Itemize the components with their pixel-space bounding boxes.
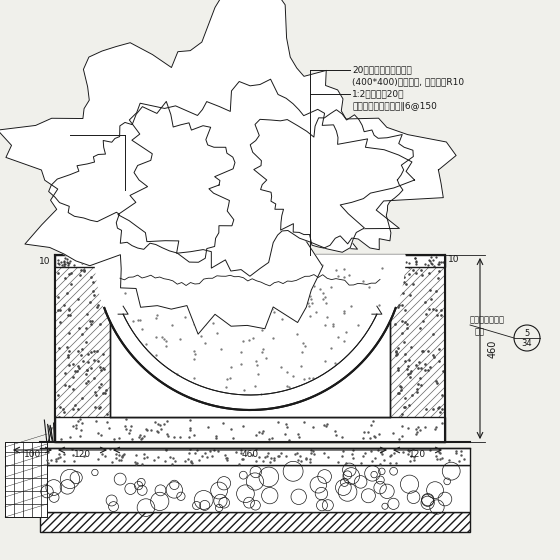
Bar <box>55 255 445 442</box>
Bar <box>55 255 445 267</box>
Text: 460: 460 <box>488 339 498 358</box>
Text: 460: 460 <box>241 450 259 459</box>
Text: (400*400)无缝拼接, 过缝倒角R10: (400*400)无缝拼接, 过缝倒角R10 <box>352 77 464 86</box>
Polygon shape <box>49 101 235 262</box>
Polygon shape <box>250 110 413 250</box>
Text: 广场铺装结构层: 广场铺装结构层 <box>470 315 505 324</box>
Text: 现浇钉筋混凝土内配‖6@150: 现浇钉筋混凝土内配‖6@150 <box>352 101 437 110</box>
Text: 5: 5 <box>524 329 530 338</box>
Text: 120: 120 <box>409 450 426 459</box>
Text: 120: 120 <box>74 450 91 459</box>
Polygon shape <box>95 255 405 410</box>
Text: 详见: 详见 <box>475 327 485 336</box>
Text: 10: 10 <box>39 256 50 265</box>
Bar <box>40 465 470 512</box>
Polygon shape <box>0 0 456 334</box>
Bar <box>55 255 110 442</box>
Text: 10: 10 <box>448 254 460 264</box>
Polygon shape <box>118 79 414 276</box>
Text: 品品花錢: 品品花錢 <box>46 130 70 140</box>
Bar <box>40 512 470 532</box>
Bar <box>55 417 445 442</box>
Text: 100: 100 <box>25 450 41 459</box>
Text: 34: 34 <box>522 338 533 348</box>
Bar <box>40 448 470 465</box>
Bar <box>390 255 445 442</box>
Text: 1:2水泥沙戆20厚: 1:2水泥沙戆20厚 <box>352 90 404 99</box>
Bar <box>5 442 47 517</box>
Bar <box>110 267 390 417</box>
Text: 20厚芹麻府光面花岗岩: 20厚芹麻府光面花岗岩 <box>352 66 412 74</box>
